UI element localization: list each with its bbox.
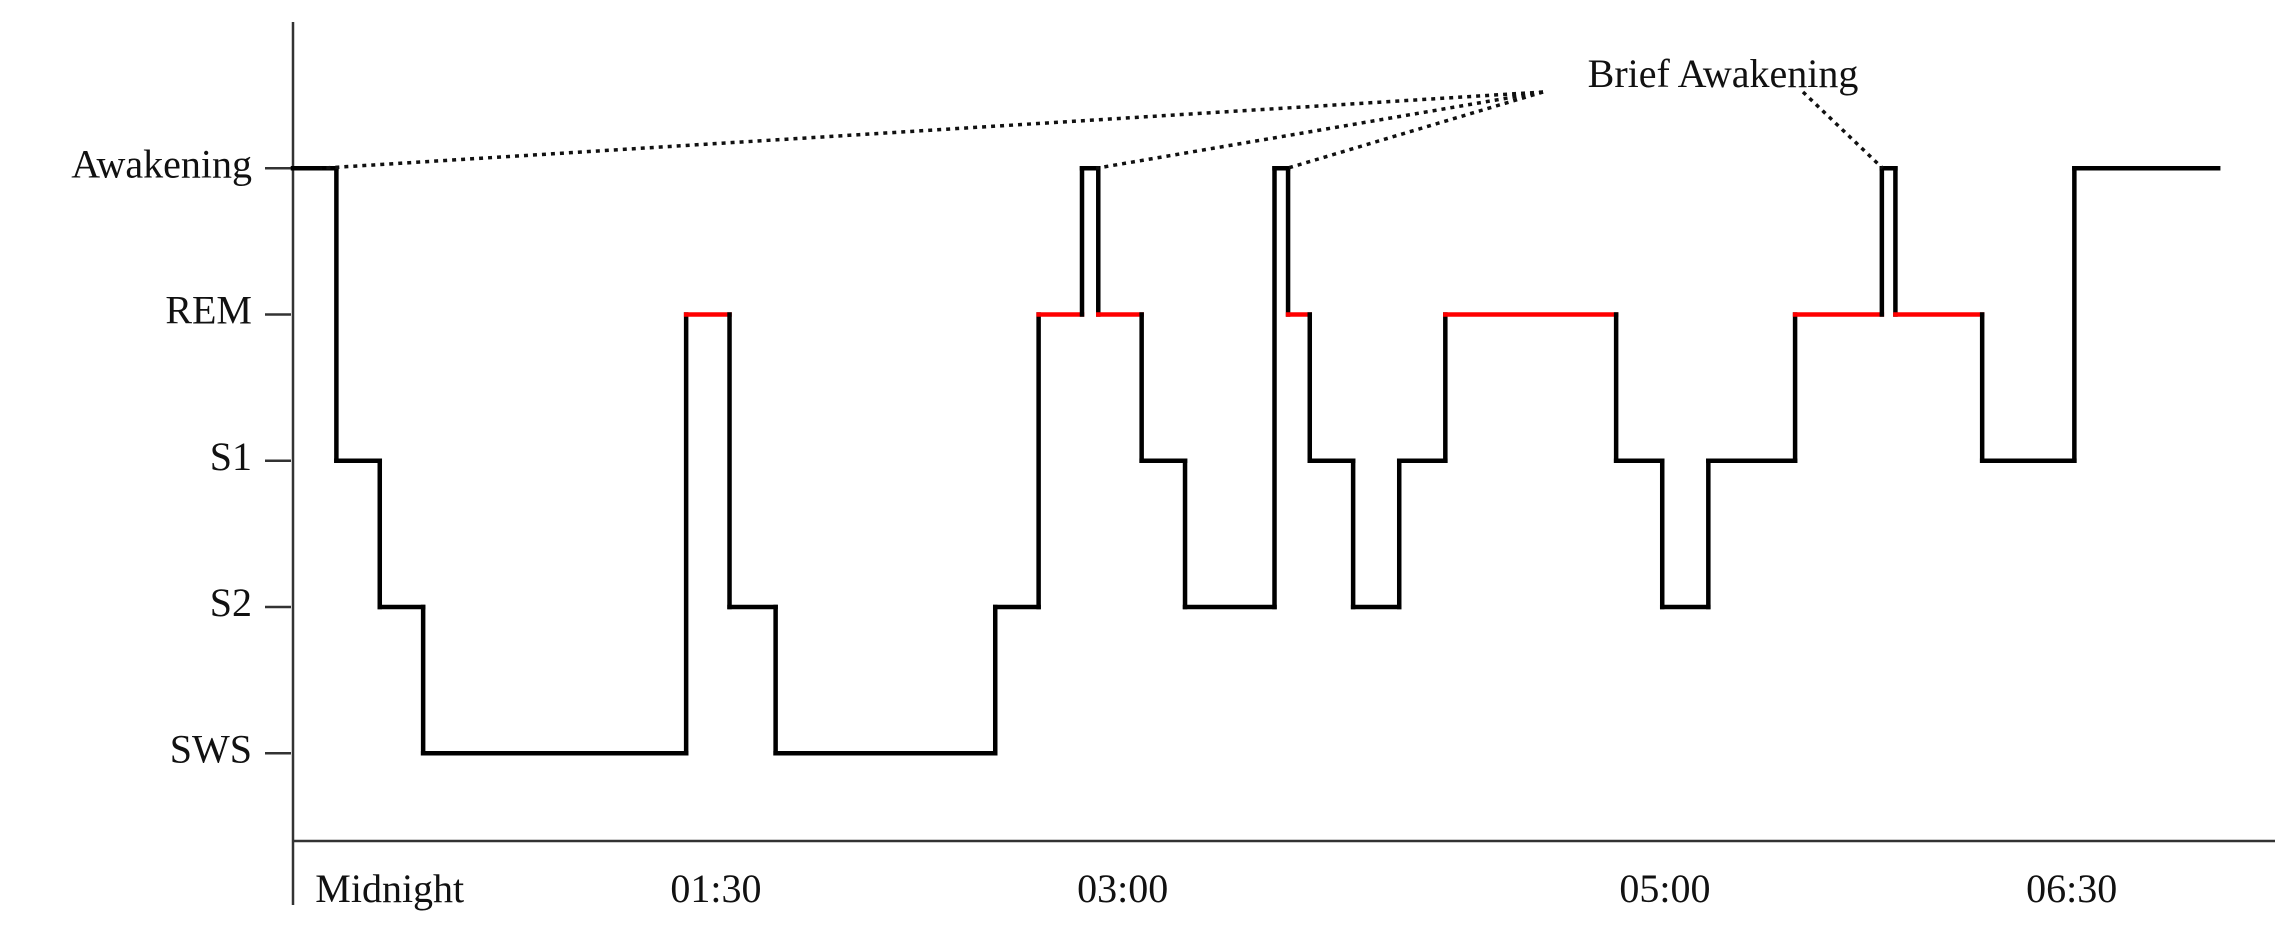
- x-tick-label: Midnight: [315, 866, 464, 911]
- x-tick-label: 03:00: [1077, 866, 1168, 911]
- y-tick-label: S2: [210, 580, 252, 625]
- annotation: Brief Awakening: [1588, 51, 1859, 96]
- y-tick-label: S1: [210, 434, 252, 479]
- annotation-pointer: [1801, 90, 1884, 170]
- annotation-pointer: [1095, 90, 1544, 170]
- x-tick-label: 05:00: [1619, 866, 1710, 911]
- y-tick-label: REM: [165, 288, 252, 333]
- x-tick-label: 06:30: [2026, 866, 2117, 911]
- annotation-pointer: [320, 90, 1544, 170]
- annotation-pointer: [1286, 90, 1544, 170]
- y-tick-label: Awakening: [71, 141, 252, 186]
- x-tick-label: 01:30: [670, 866, 761, 911]
- y-tick-label: SWS: [170, 726, 252, 771]
